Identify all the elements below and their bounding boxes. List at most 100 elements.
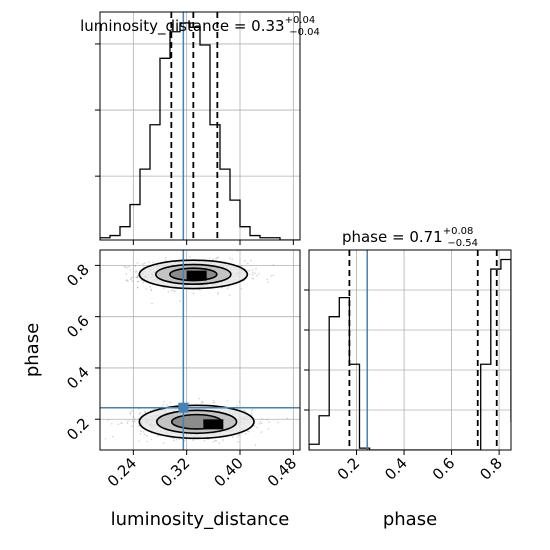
scatter-point — [144, 411, 147, 414]
scatter-point — [174, 290, 176, 293]
scatter-point — [163, 400, 165, 403]
scatter-point — [267, 281, 269, 284]
scatter-point — [254, 444, 257, 446]
scatter-point — [192, 292, 195, 295]
scatter-point — [255, 267, 257, 270]
ld-frame — [99, 11, 301, 241]
scatter-point — [238, 400, 241, 403]
scatter-point — [258, 422, 261, 425]
histogram-phase-panel: phase = 0.71+0.08 −0.54 — [304, 226, 512, 455]
scatter-point — [214, 439, 217, 442]
scatter-point — [250, 410, 253, 412]
scatter-point — [203, 439, 206, 442]
scatter-point — [137, 418, 139, 420]
ph-frame — [308, 249, 512, 451]
scatter-point — [172, 437, 175, 440]
scatter-point — [251, 273, 254, 276]
scatter-point — [112, 435, 114, 438]
joint-frame — [99, 249, 301, 451]
scatter-point — [272, 274, 275, 277]
xtick-label-luminosity-distance-2: 0.40 — [210, 454, 246, 490]
ld-title-minus: −0.04 — [289, 27, 320, 38]
scatter-point — [236, 404, 238, 407]
joint-truth-marker — [178, 402, 189, 413]
scatter-point — [266, 278, 269, 281]
scatter-point — [137, 286, 139, 289]
scatter-point — [127, 420, 129, 422]
scatter-point — [192, 439, 194, 441]
scatter-point — [167, 291, 170, 293]
scatter-point — [138, 413, 141, 416]
scatter-point — [138, 425, 140, 427]
xtick-label-phase-3: 0.8 — [476, 454, 506, 484]
scatter-point — [218, 442, 220, 445]
scatter-point — [215, 257, 217, 260]
scatter-point — [244, 260, 246, 262]
histogram-luminosity-distance-panel: luminosity_distance = 0.33+0.04 −0.04 — [80, 11, 320, 245]
scatter-point — [136, 262, 139, 264]
scatter-point — [125, 279, 128, 282]
scatter-point — [260, 431, 263, 433]
scatter-point — [192, 438, 195, 441]
ytick-label-phase-2: 0.6 — [63, 312, 93, 342]
scatter-point — [237, 440, 239, 443]
scatter-point — [120, 422, 122, 424]
scatter-point — [149, 285, 151, 288]
scatter-point — [104, 438, 107, 440]
scatter-point — [131, 280, 134, 282]
scatter-point — [188, 402, 190, 405]
ph-title: phase = 0.71+0.08 −0.54 — [342, 226, 478, 249]
scatter-point — [129, 413, 132, 415]
scatter-point — [126, 279, 128, 281]
scatter-point — [212, 401, 214, 404]
scatter-point — [198, 397, 200, 400]
x-axis-label-luminosity-distance: luminosity_distance — [111, 509, 290, 530]
xtick-label-phase-2: 0.6 — [429, 454, 459, 484]
scatter-point — [251, 269, 254, 271]
scatter-point — [222, 439, 224, 441]
ytick-label-phase-3: 0.8 — [63, 260, 93, 290]
scatter-point — [162, 404, 164, 406]
scatter-point — [231, 258, 233, 261]
ytick-label-phase-1: 0.4 — [63, 363, 93, 393]
scatter-point — [227, 285, 230, 288]
scatter-point — [136, 276, 139, 279]
xtick-label-phase-1: 0.4 — [381, 454, 411, 484]
scatter-point — [217, 293, 219, 296]
scatter-point — [251, 408, 254, 411]
scatter-point — [151, 302, 153, 305]
scatter-point — [138, 440, 140, 442]
scatter-point — [145, 288, 147, 290]
scatter-point — [150, 289, 153, 292]
scatter-point — [146, 434, 148, 437]
scatter-point — [162, 442, 165, 445]
scatter-point — [189, 255, 191, 258]
density-peak-mode-0 — [186, 270, 207, 281]
scatter-point — [268, 421, 271, 423]
scatter-point — [117, 423, 120, 426]
scatter-point — [152, 261, 154, 264]
scatter-point — [133, 418, 136, 421]
scatter-point — [250, 259, 252, 262]
scatter-point — [213, 401, 216, 404]
xtick-label-phase-0: 0.2 — [334, 454, 364, 484]
scatter-point — [252, 278, 255, 280]
ld-histogram-step — [100, 22, 300, 240]
scatter-point — [250, 413, 252, 415]
scatter-point — [134, 420, 136, 423]
scatter-point — [131, 420, 134, 423]
scatter-point — [254, 272, 256, 275]
scatter-point — [144, 262, 146, 264]
scatter-point — [126, 422, 129, 425]
scatter-point — [251, 277, 253, 279]
scatter-point — [150, 438, 153, 441]
scatter-point — [256, 274, 258, 277]
axis-labels: 0.24 0.32 0.40 0.48 0.2 0.4 0.6 0.8 0.2 0.4 0.6 0.8… — [22, 260, 506, 530]
scatter-point — [286, 417, 289, 420]
ph-histogram-step — [309, 258, 511, 450]
scatter-point — [252, 271, 254, 274]
scatter-point — [212, 440, 215, 443]
ld-title: luminosity_distance = 0.33+0.04 −0.04 — [80, 15, 320, 38]
scatter-point — [142, 263, 144, 265]
scatter-point — [243, 409, 245, 412]
